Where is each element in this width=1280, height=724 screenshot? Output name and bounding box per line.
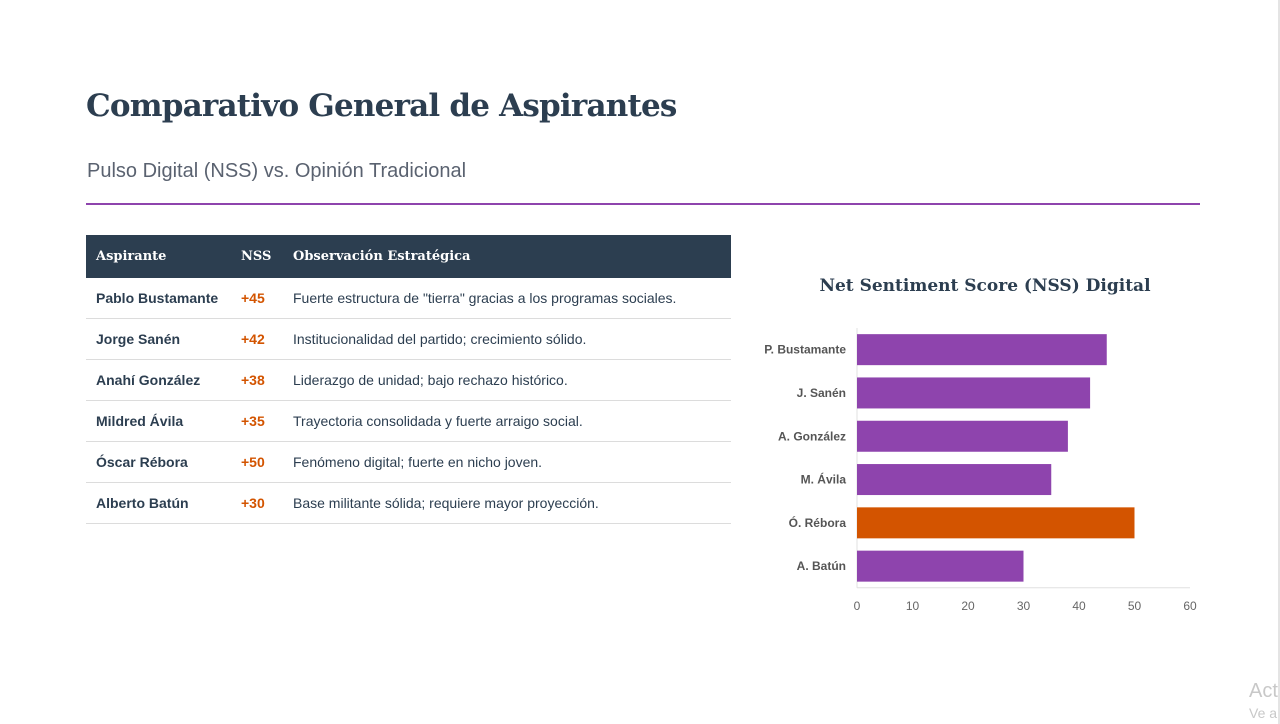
table-row: Alberto Batún +30 Base militante sólida; r… [86,482,731,524]
header-nss: NSS [231,235,283,278]
x-tick-label: 40 [1072,599,1086,613]
category-label: M. Ávila [801,472,847,487]
cell-nss: +50 [231,441,283,483]
x-tick-label: 50 [1128,599,1142,613]
bar [857,550,1024,582]
bar [857,507,1135,539]
table-row: Anahí González +38 Liderazgo de unidad; ba… [86,359,731,401]
table-row: Jorge Sanén +42 Institucionalidad del part… [86,318,731,360]
x-tick-label: 10 [906,599,920,613]
cell-obs: Fuerte estructura de "tierra" gracias a … [283,278,731,319]
cell-name: Anahí González [86,359,231,401]
activation-watermark-line2: Ve a [1249,705,1278,721]
cell-name: Mildred Ávila [86,400,231,442]
bar [857,334,1107,366]
page-subtitle: Pulso Digital (NSS) vs. Opinión Tradicio… [87,160,467,182]
category-label: Ó. Rébora [789,515,847,530]
cell-nss: +42 [231,318,283,360]
cell-obs: Institucionalidad del partido; crecimien… [283,318,731,360]
nss-bar-chart: P. Bustamante J. Sanén A. González M. Ávila… [764,328,1197,613]
cell-name: Jorge Sanén [86,318,231,360]
chart-title: Net Sentiment Score (NSS) Digital [819,276,1151,296]
cell-obs: Base militante sólida; requiere mayor pr… [283,482,731,524]
cell-obs: Trayectoria consolidada y fuerte arraigo… [283,400,731,442]
cell-nss: +35 [231,400,283,442]
cell-name: Pablo Bustamante [86,278,231,319]
header-aspirante: Aspirante [86,235,231,278]
x-tick-label: 30 [1017,599,1031,613]
table-row: Pablo Bustamante +45 Fuerte estructura de … [86,278,731,319]
x-tick-label: 60 [1183,599,1197,613]
cell-obs: Fenómeno digital; fuerte en nicho joven. [283,441,731,483]
table-row: Mildred Ávila +35 Trayectoria consolidada … [86,400,731,442]
cell-obs: Liderazgo de unidad; bajo rechazo histór… [283,359,731,401]
header-observacion: Observación Estratégica [283,235,731,278]
window-edge [1278,0,1280,724]
table-header-row: Aspirante NSS Observación Estratégica [86,235,731,278]
cell-nss: +45 [231,278,283,319]
activation-watermark-line1: Act [1249,680,1278,702]
candidates-table: Aspirante NSS Observación Estratégica Pa… [86,235,731,524]
category-label: A. González [778,429,846,443]
bar [857,377,1091,409]
cell-name: Alberto Batún [86,482,231,524]
category-label: A. Batún [797,559,846,573]
x-tick-label: 0 [854,599,861,613]
bar [857,464,1052,496]
bar [857,420,1068,452]
cell-nss: +38 [231,359,283,401]
divider [86,203,1200,205]
category-label: J. Sanén [797,386,846,400]
cell-nss: +30 [231,482,283,524]
category-label: P. Bustamante [764,343,846,357]
page-title: Comparativo General de Aspirantes [86,88,677,124]
cell-name: Óscar Rébora [86,441,231,483]
table-row: Óscar Rébora +50 Fenómeno digital; fuerte … [86,441,731,483]
x-tick-label: 20 [961,599,975,613]
